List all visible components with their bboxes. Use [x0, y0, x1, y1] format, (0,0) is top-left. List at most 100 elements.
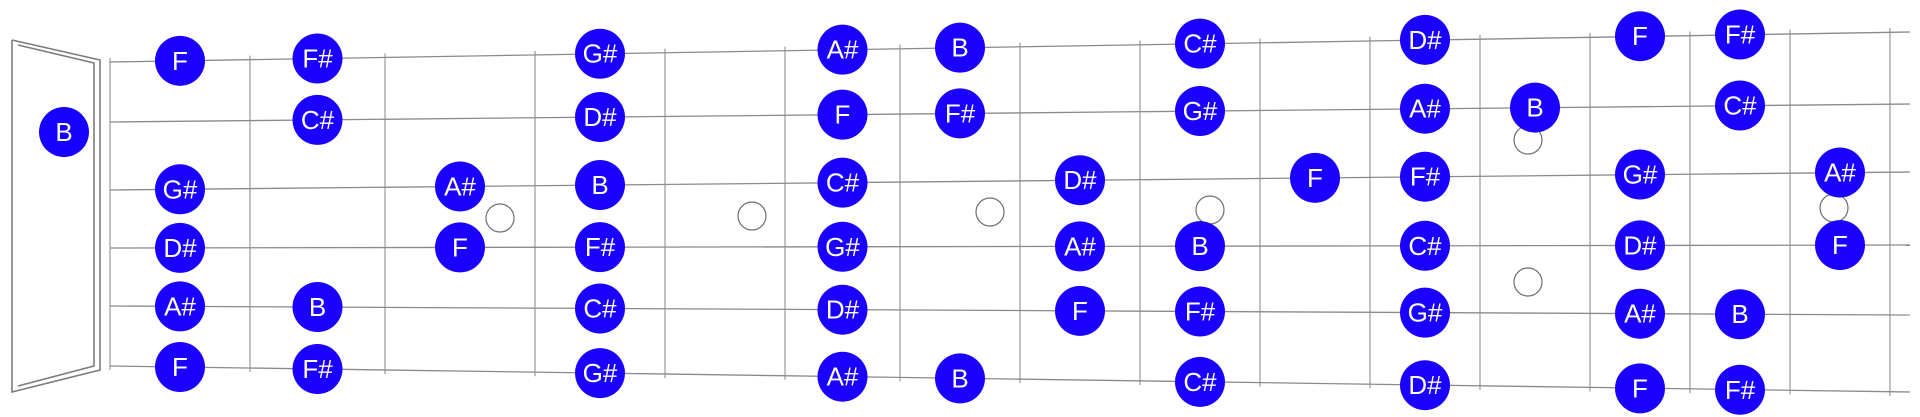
note-circle	[817, 221, 868, 272]
note-label: B	[951, 363, 968, 393]
note-label: C#	[1723, 91, 1757, 121]
note-marker: D#	[155, 222, 205, 273]
note-marker: G#	[575, 348, 625, 399]
note-label: D#	[1063, 165, 1097, 195]
note-circle	[1510, 82, 1560, 133]
string-d	[109, 244, 1911, 249]
note-label: B	[951, 33, 968, 63]
note-circle	[1175, 286, 1225, 337]
string-g	[109, 171, 1911, 191]
note-circle	[292, 282, 343, 333]
note-circle	[1615, 11, 1665, 62]
note-circle	[435, 222, 485, 273]
note-label: F	[1832, 230, 1848, 260]
open-string-marker: B	[39, 107, 89, 157]
string-b	[109, 103, 1911, 123]
note-marker: G#	[817, 221, 868, 272]
note-circle	[1615, 149, 1665, 200]
note-marker: D#	[1400, 14, 1450, 65]
note-circle	[435, 161, 485, 212]
note-label: G#	[1183, 96, 1218, 126]
note-circle	[292, 94, 343, 145]
note-label: A#	[827, 35, 859, 65]
note-label: G#	[583, 39, 618, 69]
note-circle	[575, 92, 625, 143]
note-label: G#	[1623, 160, 1658, 190]
note-marker: F	[1055, 285, 1105, 336]
note-label: G#	[825, 232, 860, 262]
note-label: B	[591, 170, 608, 200]
note-label: B	[1731, 299, 1748, 329]
note-marker: F	[817, 89, 868, 140]
note-circle	[155, 222, 205, 273]
note-circle	[817, 89, 868, 140]
note-circle	[935, 88, 985, 139]
note-label: A#	[1409, 94, 1441, 124]
note-label: A#	[1624, 299, 1656, 329]
string-lines	[109, 31, 1911, 393]
note-label: D#	[826, 295, 860, 325]
note-label: C#	[1408, 231, 1442, 261]
note-label: A#	[1064, 231, 1096, 261]
note-marker: B	[935, 22, 985, 73]
note-marker: F#	[292, 33, 343, 84]
note-circle	[575, 222, 625, 273]
note-markers: F F# G# A# B C# D# F F# C# D# F F# G# A# B C# G# A# B C# D# F F…	[155, 9, 1865, 415]
note-marker: F	[435, 222, 485, 273]
note-label: B	[309, 292, 326, 322]
note-marker: D#	[575, 92, 625, 143]
note-marker: D#	[1615, 220, 1665, 271]
note-circle	[1055, 155, 1105, 206]
note-circle	[1055, 285, 1105, 336]
note-circle	[1175, 356, 1225, 407]
note-marker: C#	[1400, 220, 1450, 271]
note-circle	[155, 164, 205, 215]
note-circle	[1615, 220, 1665, 271]
note-label: C#	[301, 105, 335, 135]
note-label: D#	[583, 102, 617, 132]
note-label: C#	[826, 168, 860, 198]
note-marker: F#	[1715, 364, 1765, 415]
note-marker: A#	[1055, 221, 1105, 272]
open-string-label: B	[55, 117, 72, 147]
note-marker: F	[1290, 152, 1340, 203]
note-marker: B	[935, 353, 985, 404]
note-circle	[575, 28, 625, 79]
note-marker: B	[1175, 221, 1225, 272]
inlay-dot	[1195, 195, 1225, 225]
note-marker: A#	[817, 351, 868, 402]
note-label: F#	[302, 44, 333, 74]
note-marker: F	[155, 35, 205, 86]
note-marker: F	[1815, 220, 1865, 271]
note-circle	[1615, 288, 1665, 339]
note-label: F	[1307, 163, 1323, 193]
note-label: F#	[1725, 20, 1756, 50]
note-circle	[1615, 363, 1665, 414]
note-marker: A#	[435, 161, 485, 212]
note-label: F	[1632, 373, 1648, 403]
note-label: F	[835, 100, 851, 130]
note-marker: C#	[1715, 80, 1765, 131]
note-marker: C#	[575, 283, 625, 334]
note-marker: G#	[1615, 149, 1665, 200]
note-circle	[155, 342, 205, 393]
note-marker: C#	[292, 94, 343, 145]
note-marker: A#	[1815, 147, 1865, 198]
note-label: D#	[163, 233, 197, 263]
note-label: G#	[163, 174, 198, 204]
note-label: F	[172, 352, 188, 382]
note-marker: G#	[1175, 85, 1225, 136]
note-label: G#	[583, 358, 618, 388]
note-circle	[292, 344, 343, 395]
note-marker: D#	[1400, 360, 1450, 411]
note-marker: F#	[575, 222, 625, 273]
inlay-dot	[1513, 267, 1543, 297]
note-label: A#	[164, 291, 196, 321]
note-marker: F#	[1400, 151, 1450, 202]
note-label: D#	[1408, 370, 1442, 400]
note-circle	[292, 33, 343, 84]
note-circle	[1815, 147, 1865, 198]
note-marker: C#	[1175, 18, 1225, 69]
note-marker: B	[292, 282, 343, 333]
